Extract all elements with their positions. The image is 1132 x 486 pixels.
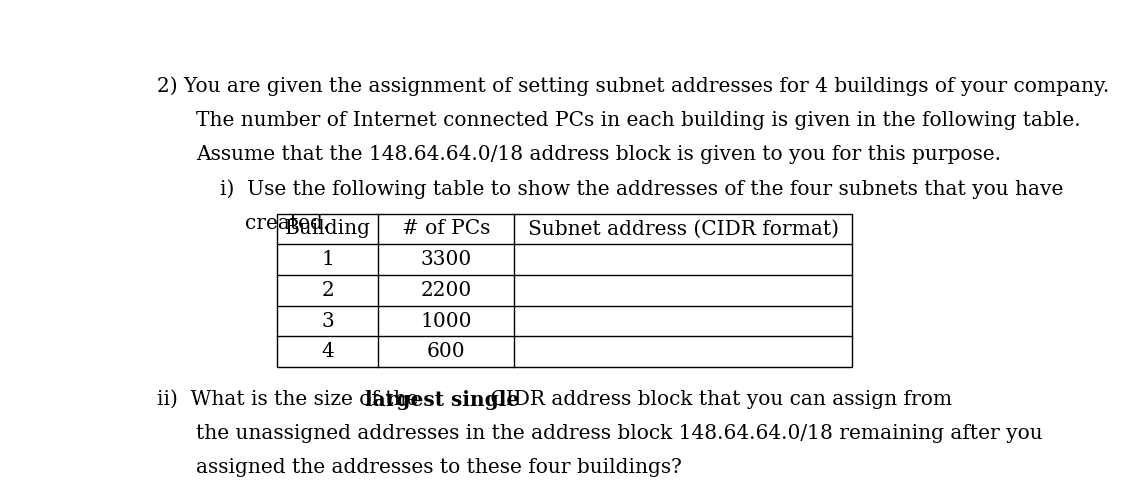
Text: 1000: 1000 <box>421 312 472 330</box>
Text: 3: 3 <box>321 312 334 330</box>
Text: 2) You are given the assignment of setting subnet addresses for 4 buildings of y: 2) You are given the assignment of setti… <box>157 76 1109 96</box>
Text: Subnet address (CIDR format): Subnet address (CIDR format) <box>528 220 839 239</box>
Text: 2: 2 <box>321 281 334 300</box>
Text: 600: 600 <box>427 342 465 361</box>
Text: Assume that the 148.64.64.0/18 address block is given to you for this purpose.: Assume that the 148.64.64.0/18 address b… <box>196 145 1001 164</box>
Text: CIDR address block that you can assign from: CIDR address block that you can assign f… <box>484 389 952 409</box>
Text: The number of Internet connected PCs in each building is given in the following : The number of Internet connected PCs in … <box>196 111 1081 130</box>
Text: largest single: largest single <box>365 389 520 410</box>
Text: 1: 1 <box>321 250 334 269</box>
Text: the unassigned addresses in the address block 148.64.64.0/18 remaining after you: the unassigned addresses in the address … <box>196 424 1043 443</box>
Text: 3300: 3300 <box>421 250 472 269</box>
Text: ii)  What is the size of the: ii) What is the size of the <box>157 389 424 409</box>
Text: i)  Use the following table to show the addresses of the four subnets that you h: i) Use the following table to show the a… <box>221 179 1064 199</box>
Text: # of PCs: # of PCs <box>402 220 490 239</box>
Text: assigned the addresses to these four buildings?: assigned the addresses to these four bui… <box>196 458 681 477</box>
Text: created.: created. <box>245 214 329 233</box>
Bar <box>277 214 852 367</box>
Text: 4: 4 <box>321 342 334 361</box>
Text: Building: Building <box>285 220 371 239</box>
Text: 2200: 2200 <box>421 281 472 300</box>
